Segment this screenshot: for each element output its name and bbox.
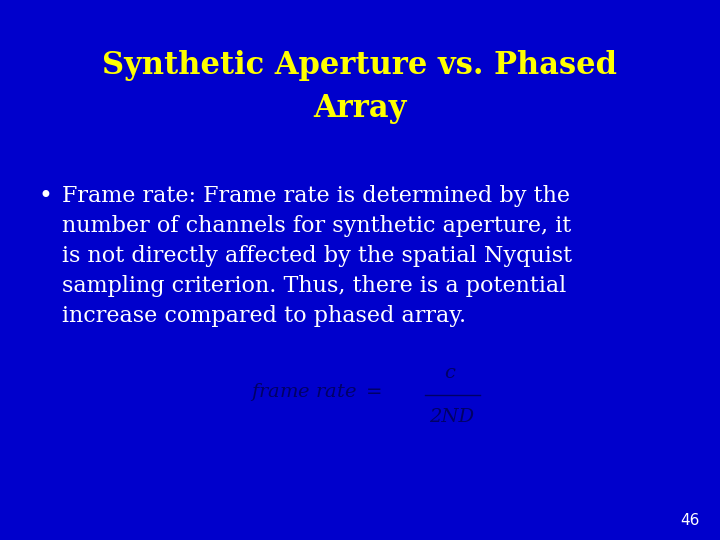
Text: number of channels for synthetic aperture, it: number of channels for synthetic apertur… [62,215,571,237]
Text: •: • [38,185,52,208]
Text: 46: 46 [680,513,700,528]
Text: c: c [444,364,456,382]
Text: Frame rate: Frame rate is determined by the: Frame rate: Frame rate is determined by … [62,185,570,207]
Text: increase compared to phased array.: increase compared to phased array. [62,305,466,327]
Text: is not directly affected by the spatial Nyquist: is not directly affected by the spatial … [62,245,572,267]
Text: 2ND: 2ND [429,408,474,426]
Text: Synthetic Aperture vs. Phased
Array: Synthetic Aperture vs. Phased Array [102,50,618,124]
Text: sampling criterion. Thus, there is a potential: sampling criterion. Thus, there is a pot… [62,275,566,297]
Text: frame rate $=$: frame rate $=$ [250,381,382,403]
